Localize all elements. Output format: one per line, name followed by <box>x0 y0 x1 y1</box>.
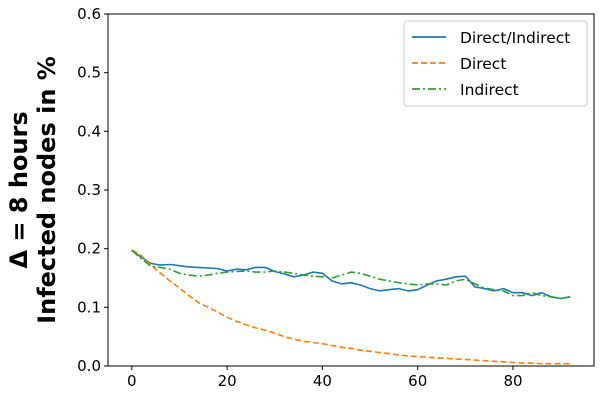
y-axis-label-line-2: Infected nodes in % <box>33 56 61 324</box>
legend-label-0: Direct/Indirect <box>460 29 570 47</box>
series-line-0 <box>131 249 571 300</box>
x-tick-label: 0 <box>127 372 137 390</box>
y-tick-label: 0.1 <box>77 298 101 316</box>
y-tick-label: 0.3 <box>77 181 101 199</box>
y-axis-label: Δ = 8 hours Infected nodes in % <box>5 56 61 324</box>
legend-label-1: Direct <box>460 55 506 73</box>
x-axis: 0 20 40 60 80 <box>127 366 523 390</box>
series-line-1 <box>131 249 571 365</box>
legend: Direct/Indirect Direct Indirect <box>403 20 588 107</box>
x-tick-label: 80 <box>503 372 522 390</box>
y-tick-label: 0.0 <box>77 357 101 375</box>
legend-label-2: Indirect <box>460 81 519 99</box>
y-tick-label: 0.6 <box>77 5 101 23</box>
plot-lines <box>131 249 571 365</box>
y-axis-label-line-1: Δ = 8 hours <box>5 111 33 268</box>
y-axis: 0.0 0.1 0.2 0.3 0.4 0.5 0.6 <box>77 5 108 375</box>
legend-box <box>403 20 588 107</box>
x-tick-label: 20 <box>218 372 237 390</box>
y-tick-label: 0.4 <box>77 122 101 140</box>
x-tick-label: 40 <box>313 372 332 390</box>
x-tick-label: 60 <box>408 372 427 390</box>
series-line-2 <box>131 249 571 300</box>
y-tick-label: 0.2 <box>77 240 101 258</box>
y-tick-label: 0.5 <box>77 64 101 82</box>
